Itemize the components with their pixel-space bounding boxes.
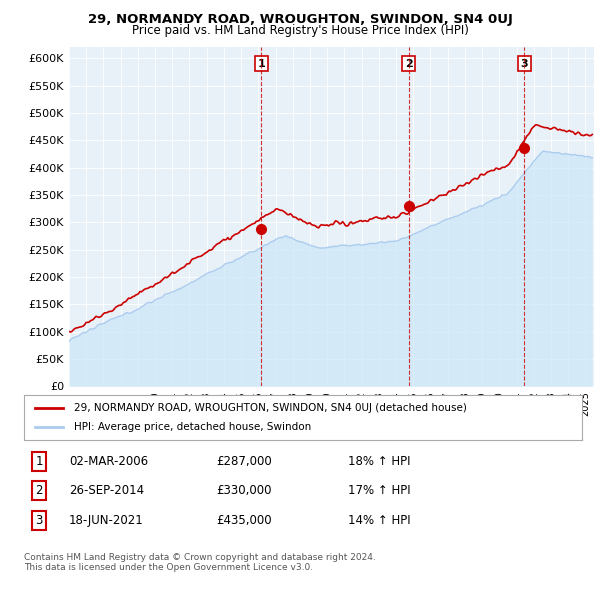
Text: 29, NORMANDY ROAD, WROUGHTON, SWINDON, SN4 0UJ: 29, NORMANDY ROAD, WROUGHTON, SWINDON, S… [88,13,512,26]
Text: Contains HM Land Registry data © Crown copyright and database right 2024.: Contains HM Land Registry data © Crown c… [24,553,376,562]
Text: 18-JUN-2021: 18-JUN-2021 [69,514,144,527]
Text: 17% ↑ HPI: 17% ↑ HPI [348,484,410,497]
Text: £330,000: £330,000 [216,484,271,497]
Text: £435,000: £435,000 [216,514,272,527]
Text: 2: 2 [35,484,43,497]
Text: 2: 2 [405,58,412,68]
Text: 26-SEP-2014: 26-SEP-2014 [69,484,144,497]
Text: 02-MAR-2006: 02-MAR-2006 [69,455,148,468]
Text: HPI: Average price, detached house, Swindon: HPI: Average price, detached house, Swin… [74,422,311,432]
Text: 1: 1 [257,58,265,68]
Text: £287,000: £287,000 [216,455,272,468]
Text: 18% ↑ HPI: 18% ↑ HPI [348,455,410,468]
Text: Price paid vs. HM Land Registry's House Price Index (HPI): Price paid vs. HM Land Registry's House … [131,24,469,37]
Text: 29, NORMANDY ROAD, WROUGHTON, SWINDON, SN4 0UJ (detached house): 29, NORMANDY ROAD, WROUGHTON, SWINDON, S… [74,403,467,412]
Text: This data is licensed under the Open Government Licence v3.0.: This data is licensed under the Open Gov… [24,563,313,572]
Text: 14% ↑ HPI: 14% ↑ HPI [348,514,410,527]
Text: 1: 1 [35,455,43,468]
Text: 3: 3 [35,514,43,527]
Text: 3: 3 [521,58,528,68]
